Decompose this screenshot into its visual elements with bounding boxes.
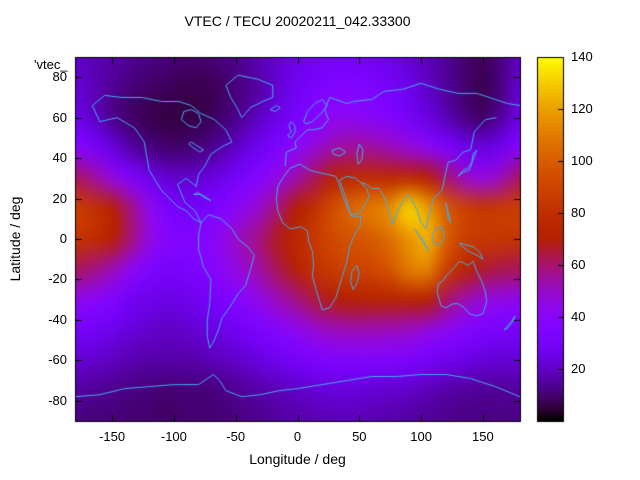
colorbar-tick-label: 60 [571, 257, 586, 272]
y-tick-label: -80 [48, 392, 67, 408]
x-tick-label: 150 [472, 429, 494, 444]
y-tick-label: 40 [52, 150, 67, 166]
colorbar-tick-label: 120 [571, 101, 593, 116]
x-axis-label: Longitude / deg [249, 451, 346, 467]
y-axis-label: Latitude / deg [7, 196, 23, 282]
x-tick-label: -50 [226, 429, 246, 444]
y-tick-label: 20 [52, 190, 67, 206]
x-tick-label: 0 [293, 429, 302, 444]
x-tick-label: -100 [160, 429, 187, 444]
y-tick-label: -20 [48, 271, 67, 287]
y-tick-label: 80 [52, 69, 67, 85]
series-key-label: 'vtec_ [34, 57, 68, 72]
colorbar-tick-label: 40 [571, 309, 586, 324]
y-tick-label: -40 [48, 311, 67, 327]
x-tick-label: 50 [352, 429, 367, 444]
chart-title: VTEC / TECU 20020211_042.33300 [184, 13, 411, 29]
y-tick-label: 60 [52, 109, 67, 125]
colorbar-tick-label: 20 [571, 361, 586, 376]
colorbar-tick-label: 80 [571, 205, 586, 220]
colorbar-tick-label: 100 [571, 153, 593, 168]
x-tick-label: -150 [99, 429, 126, 444]
y-tick-label: -60 [48, 352, 67, 368]
x-tick-label: 100 [410, 429, 432, 444]
y-tick-label: 0 [59, 231, 67, 246]
colorbar-tick-label: 140 [571, 49, 593, 64]
